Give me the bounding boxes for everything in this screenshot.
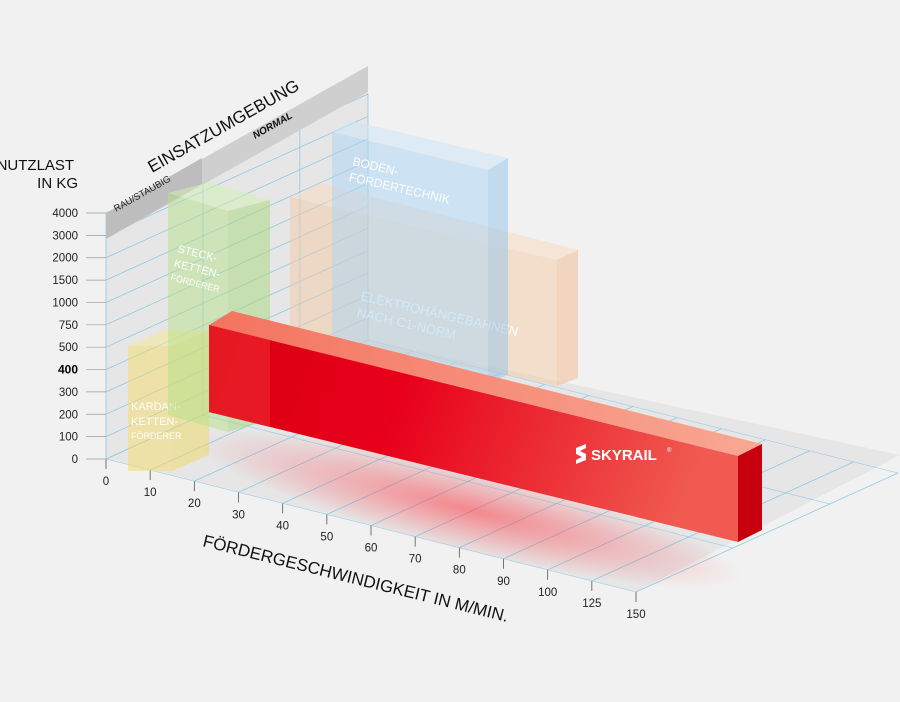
bar-label-kardan: KARDAN- KETTEN- FÖRDERER (131, 401, 184, 441)
y-tick-label: 100 (59, 432, 78, 444)
y-tick-label: 300 (59, 387, 78, 399)
y-tick-label: 0 (72, 454, 78, 466)
y-tick-label: 3000 (52, 230, 78, 242)
x-tick-label: 60 (365, 543, 378, 555)
y-tick-label: 1000 (52, 297, 78, 309)
y-tick-label: 2000 (52, 253, 78, 265)
y-tick-label: 400 (58, 363, 78, 377)
skyrail-logo: SKYRAIL ® (576, 444, 672, 464)
y-tick-label: 1500 (52, 275, 78, 287)
wall-gridline (105, 115, 369, 236)
y-axis-title-line-1: NUTZLAST (0, 157, 74, 174)
bar-bodenfoerdertechnik: BODEN- FÖRDERTECHNIK (332, 120, 508, 382)
x-axis-ticks: 0 10 20 30 40 50 60 70 80 90 100 125 150 (103, 476, 646, 621)
bar-label-kardan-line-2: KETTEN- (131, 416, 178, 428)
x-tick-label: 125 (582, 598, 601, 610)
x-tick-label: 30 (232, 509, 245, 521)
x-tick-label: 90 (497, 576, 510, 588)
y-axis-title-line-2: IN KG (37, 175, 78, 192)
x-tick-label: 50 (320, 531, 333, 543)
x-tick-label: 100 (538, 587, 557, 599)
x-tick-label: 10 (144, 487, 157, 499)
skyrail-logo-text: SKYRAIL (591, 447, 657, 464)
x-tick-label: 70 (409, 554, 422, 566)
y-tick-label: 200 (59, 409, 78, 421)
y-axis-ticks: 0 100 200 300 400 500 750 1000 1500 2000 3000 4000 (52, 208, 78, 466)
y-tick-label: 750 (59, 320, 78, 332)
x-tick-label: 150 (626, 609, 645, 621)
y-tick-label: 500 (59, 342, 78, 354)
skyrail-logo-icon (576, 444, 586, 464)
x-tick-label: 20 (188, 498, 201, 510)
x-tick-label: 40 (276, 520, 289, 532)
skyrail-registered-mark: ® (667, 447, 672, 454)
bar-skyrail: SKYRAIL ® (198, 311, 762, 590)
x-tick-label: 0 (103, 476, 109, 488)
bar-label-kardan-line-3: FÖRDERER (131, 431, 182, 441)
y-axis-title: NUTZLAST IN KG (0, 157, 78, 192)
x-tick-label: 80 (453, 565, 466, 577)
y-tick-label: 4000 (52, 208, 78, 220)
